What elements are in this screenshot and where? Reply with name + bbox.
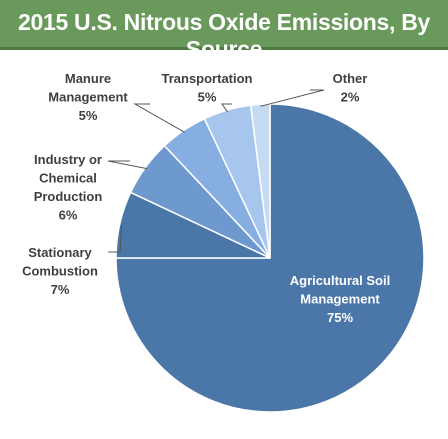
chart-title: 2015 U.S. Nitrous Oxide Emissions, By So… [18,9,430,62]
leader-line-industry-or-chemical-production [107,160,148,170]
slice-label-transportation: Transportation 5% [161,71,252,105]
leader-line-other [260,89,325,107]
pie-slice-agricultural-soil-management [115,103,425,413]
leader-line-manure-management [133,103,185,133]
slice-label-other: Other 2% [333,71,368,105]
leader-line-stationary-combustion [108,224,123,253]
slice-label-agricultural-soil-management: Agricultural Soil Management 75% [290,273,390,325]
slice-label-manure-management: Manure Management 5% [48,71,128,123]
slice-label-stationary-combustion: Stationary Combustion 7% [22,245,98,297]
leader-line-transportation [221,103,232,113]
title-bar: 2015 U.S. Nitrous Oxide Emissions, By So… [0,0,448,62]
slice-label-industry-or-chemical-production: Industry or Chemical Production 6% [34,152,103,223]
